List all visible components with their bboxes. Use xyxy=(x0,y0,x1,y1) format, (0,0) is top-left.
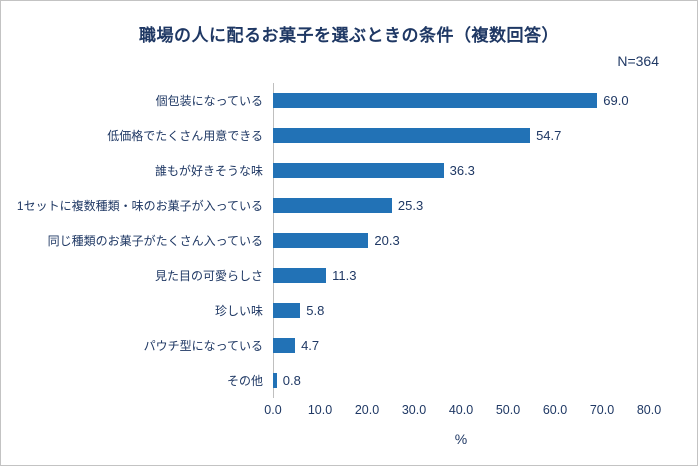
bar-track: 4.7 xyxy=(273,328,649,363)
chart-title: 職場の人に配るお菓子を選ぶときの条件（複数回答） xyxy=(139,26,559,45)
bar xyxy=(273,93,598,108)
x-tick-label: 40.0 xyxy=(448,403,474,417)
category-label: 見た目の可愛らしさ xyxy=(154,269,263,283)
bar-value-label: 20.3 xyxy=(374,233,400,248)
bar-track: 54.7 xyxy=(273,118,649,153)
bar xyxy=(273,303,301,318)
bar-track: 5.8 xyxy=(273,293,649,328)
bar-row: 1セットに複数種類・味のお菓子が入っている 25.3 xyxy=(1,188,697,223)
category-label: 珍しい味 xyxy=(214,304,263,318)
bar-row: 個包装になっている 69.0 xyxy=(1,83,697,118)
category-label: 個包装になっている xyxy=(155,94,263,108)
x-tick-label: 10.0 xyxy=(307,403,333,417)
category-label: 誰もが好きそうな味 xyxy=(154,164,263,178)
bar-track: 20.3 xyxy=(273,223,649,258)
bar-row: パウチ型になっている 4.7 xyxy=(1,328,697,363)
category-label: パウチ型になっている xyxy=(143,339,263,353)
category-label: 同じ種類のお菓子がたくさん入っている xyxy=(47,234,263,248)
bar-row: 低価格でたくさん用意できる 54.7 xyxy=(1,118,697,153)
x-tick-label: 0.0 xyxy=(264,403,282,417)
x-tick-label: 30.0 xyxy=(401,403,427,417)
bar-row: 珍しい味 5.8 xyxy=(1,293,697,328)
bar-value-label: 25.3 xyxy=(397,198,424,213)
bar xyxy=(273,338,296,353)
bar-row: 誰もが好きそうな味 36.3 xyxy=(1,153,697,188)
sample-size-label: N=364 xyxy=(617,53,659,69)
bar-track: 25.3 xyxy=(273,188,649,223)
x-tick-label: 70.0 xyxy=(589,403,615,417)
bars-area: 個包装になっている 69.0 低価格でたくさん用意できる 54.7 誰もが好きそ… xyxy=(1,83,697,398)
bar-row: 同じ種類のお菓子がたくさん入っている 20.3 xyxy=(1,223,697,258)
bar xyxy=(273,198,392,213)
bar xyxy=(273,128,531,143)
category-label: 低価格でたくさん用意できる xyxy=(107,129,263,143)
bar-value-label: 11.3 xyxy=(332,268,357,283)
bar xyxy=(273,373,277,388)
category-label: その他 xyxy=(226,374,263,388)
x-tick-label: 60.0 xyxy=(542,403,568,417)
x-tick-label: 80.0 xyxy=(636,403,662,417)
x-tick-label: 50.0 xyxy=(495,403,521,417)
bar-track: 11.3 xyxy=(273,258,649,293)
bar-value-label: 36.3 xyxy=(449,163,475,178)
bar-track: 0.8 xyxy=(273,363,649,398)
bar xyxy=(273,268,327,283)
bar-value-label: 54.7 xyxy=(536,128,562,143)
bar xyxy=(273,163,444,178)
bar-value-label: 69.0 xyxy=(603,93,629,108)
bar-row: 見た目の可愛らしさ 11.3 xyxy=(1,258,697,293)
bar-row: その他 0.8 xyxy=(1,363,697,398)
bar-track: 36.3 xyxy=(273,153,649,188)
bar-value-label: 5.8 xyxy=(306,303,325,318)
bar-track: 69.0 xyxy=(273,83,649,118)
category-label: 1セットに複数種類・味のお菓子が入っている xyxy=(16,199,263,213)
x-axis: 0.0 10.0 20.0 30.0 40.0 50.0 60.0 70.0 80.0 xyxy=(264,403,661,421)
bar xyxy=(273,233,369,248)
bar-value-label: 4.7 xyxy=(301,338,320,353)
bar-value-label: 0.8 xyxy=(282,373,301,388)
x-axis-label: % xyxy=(454,431,468,447)
x-tick-label: 20.0 xyxy=(354,403,380,417)
